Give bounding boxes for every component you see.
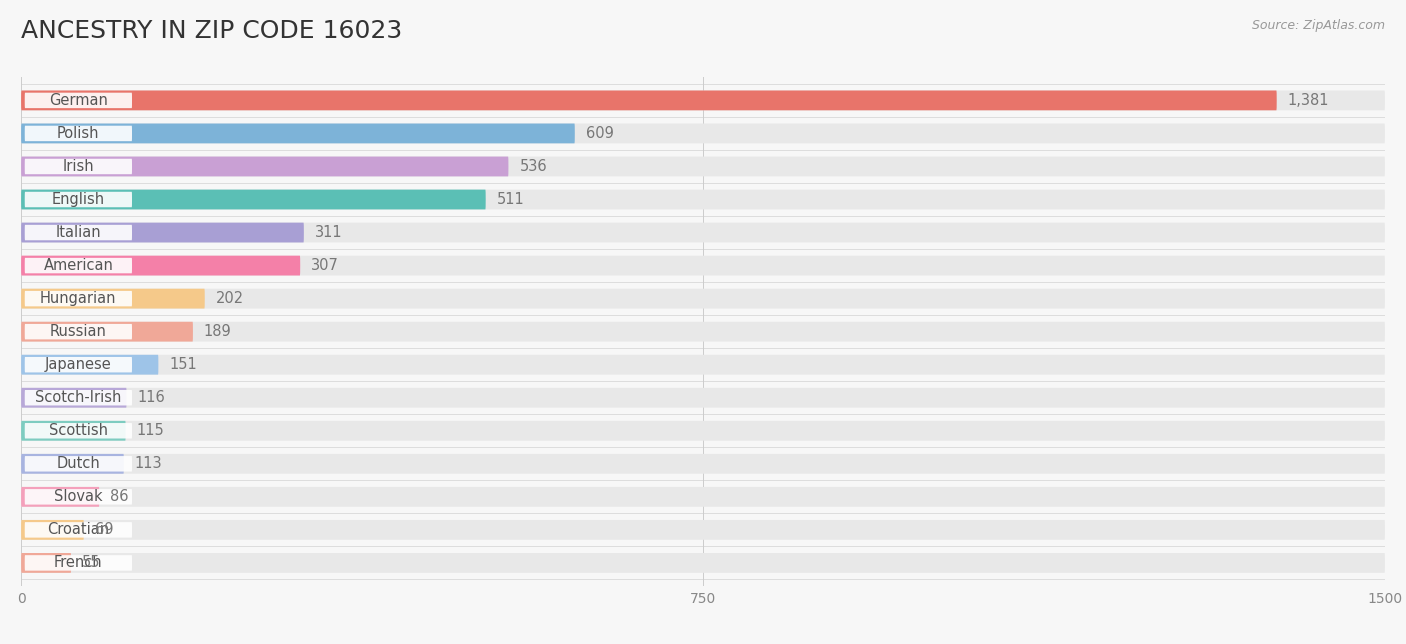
Text: Irish: Irish <box>62 159 94 174</box>
FancyBboxPatch shape <box>25 489 132 504</box>
Text: 55: 55 <box>82 555 100 571</box>
Text: 86: 86 <box>110 489 129 504</box>
FancyBboxPatch shape <box>21 124 575 144</box>
FancyBboxPatch shape <box>21 124 1385 144</box>
Text: Russian: Russian <box>51 324 107 339</box>
Text: 307: 307 <box>311 258 339 273</box>
FancyBboxPatch shape <box>21 189 1385 209</box>
FancyBboxPatch shape <box>25 522 132 538</box>
FancyBboxPatch shape <box>21 156 1385 176</box>
Text: Polish: Polish <box>58 126 100 141</box>
Text: 189: 189 <box>204 324 232 339</box>
Text: 151: 151 <box>169 357 197 372</box>
Text: Scottish: Scottish <box>49 423 108 439</box>
FancyBboxPatch shape <box>25 390 132 406</box>
FancyBboxPatch shape <box>21 256 1385 276</box>
FancyBboxPatch shape <box>21 256 301 276</box>
FancyBboxPatch shape <box>21 520 1385 540</box>
FancyBboxPatch shape <box>21 487 100 507</box>
Text: Italian: Italian <box>56 225 101 240</box>
FancyBboxPatch shape <box>21 289 1385 308</box>
Text: Japanese: Japanese <box>45 357 111 372</box>
Text: 202: 202 <box>215 291 243 306</box>
FancyBboxPatch shape <box>21 156 509 176</box>
FancyBboxPatch shape <box>25 291 132 307</box>
FancyBboxPatch shape <box>21 322 1385 341</box>
Text: Dutch: Dutch <box>56 457 100 471</box>
Text: German: German <box>49 93 108 108</box>
FancyBboxPatch shape <box>21 355 1385 375</box>
FancyBboxPatch shape <box>21 487 1385 507</box>
Text: French: French <box>53 555 103 571</box>
FancyBboxPatch shape <box>21 91 1277 110</box>
FancyBboxPatch shape <box>21 454 1385 474</box>
Text: 536: 536 <box>519 159 547 174</box>
FancyBboxPatch shape <box>21 553 1385 573</box>
FancyBboxPatch shape <box>21 223 304 242</box>
Text: Hungarian: Hungarian <box>41 291 117 306</box>
Text: Slovak: Slovak <box>53 489 103 504</box>
FancyBboxPatch shape <box>21 223 1385 242</box>
FancyBboxPatch shape <box>25 357 132 372</box>
Text: 609: 609 <box>586 126 613 141</box>
FancyBboxPatch shape <box>21 189 485 209</box>
Text: English: English <box>52 192 105 207</box>
Text: 511: 511 <box>496 192 524 207</box>
FancyBboxPatch shape <box>25 456 132 471</box>
FancyBboxPatch shape <box>21 454 124 474</box>
Text: Croatian: Croatian <box>48 522 110 537</box>
FancyBboxPatch shape <box>21 289 205 308</box>
FancyBboxPatch shape <box>21 553 72 573</box>
FancyBboxPatch shape <box>21 421 125 440</box>
FancyBboxPatch shape <box>25 93 132 108</box>
FancyBboxPatch shape <box>25 225 132 240</box>
FancyBboxPatch shape <box>25 192 132 207</box>
FancyBboxPatch shape <box>25 324 132 339</box>
FancyBboxPatch shape <box>25 159 132 175</box>
Text: 115: 115 <box>136 423 165 439</box>
FancyBboxPatch shape <box>25 258 132 273</box>
Text: 69: 69 <box>94 522 114 537</box>
Text: ANCESTRY IN ZIP CODE 16023: ANCESTRY IN ZIP CODE 16023 <box>21 19 402 43</box>
Text: Scotch-Irish: Scotch-Irish <box>35 390 121 405</box>
FancyBboxPatch shape <box>21 388 1385 408</box>
Text: 116: 116 <box>138 390 166 405</box>
Text: 1,381: 1,381 <box>1288 93 1329 108</box>
FancyBboxPatch shape <box>21 421 1385 440</box>
FancyBboxPatch shape <box>21 322 193 341</box>
Text: 113: 113 <box>135 457 162 471</box>
FancyBboxPatch shape <box>21 91 1385 110</box>
Text: American: American <box>44 258 114 273</box>
FancyBboxPatch shape <box>21 355 159 375</box>
FancyBboxPatch shape <box>25 555 132 571</box>
FancyBboxPatch shape <box>21 520 84 540</box>
Text: Source: ZipAtlas.com: Source: ZipAtlas.com <box>1251 19 1385 32</box>
FancyBboxPatch shape <box>25 423 132 439</box>
Text: 311: 311 <box>315 225 343 240</box>
FancyBboxPatch shape <box>21 388 127 408</box>
FancyBboxPatch shape <box>25 126 132 141</box>
